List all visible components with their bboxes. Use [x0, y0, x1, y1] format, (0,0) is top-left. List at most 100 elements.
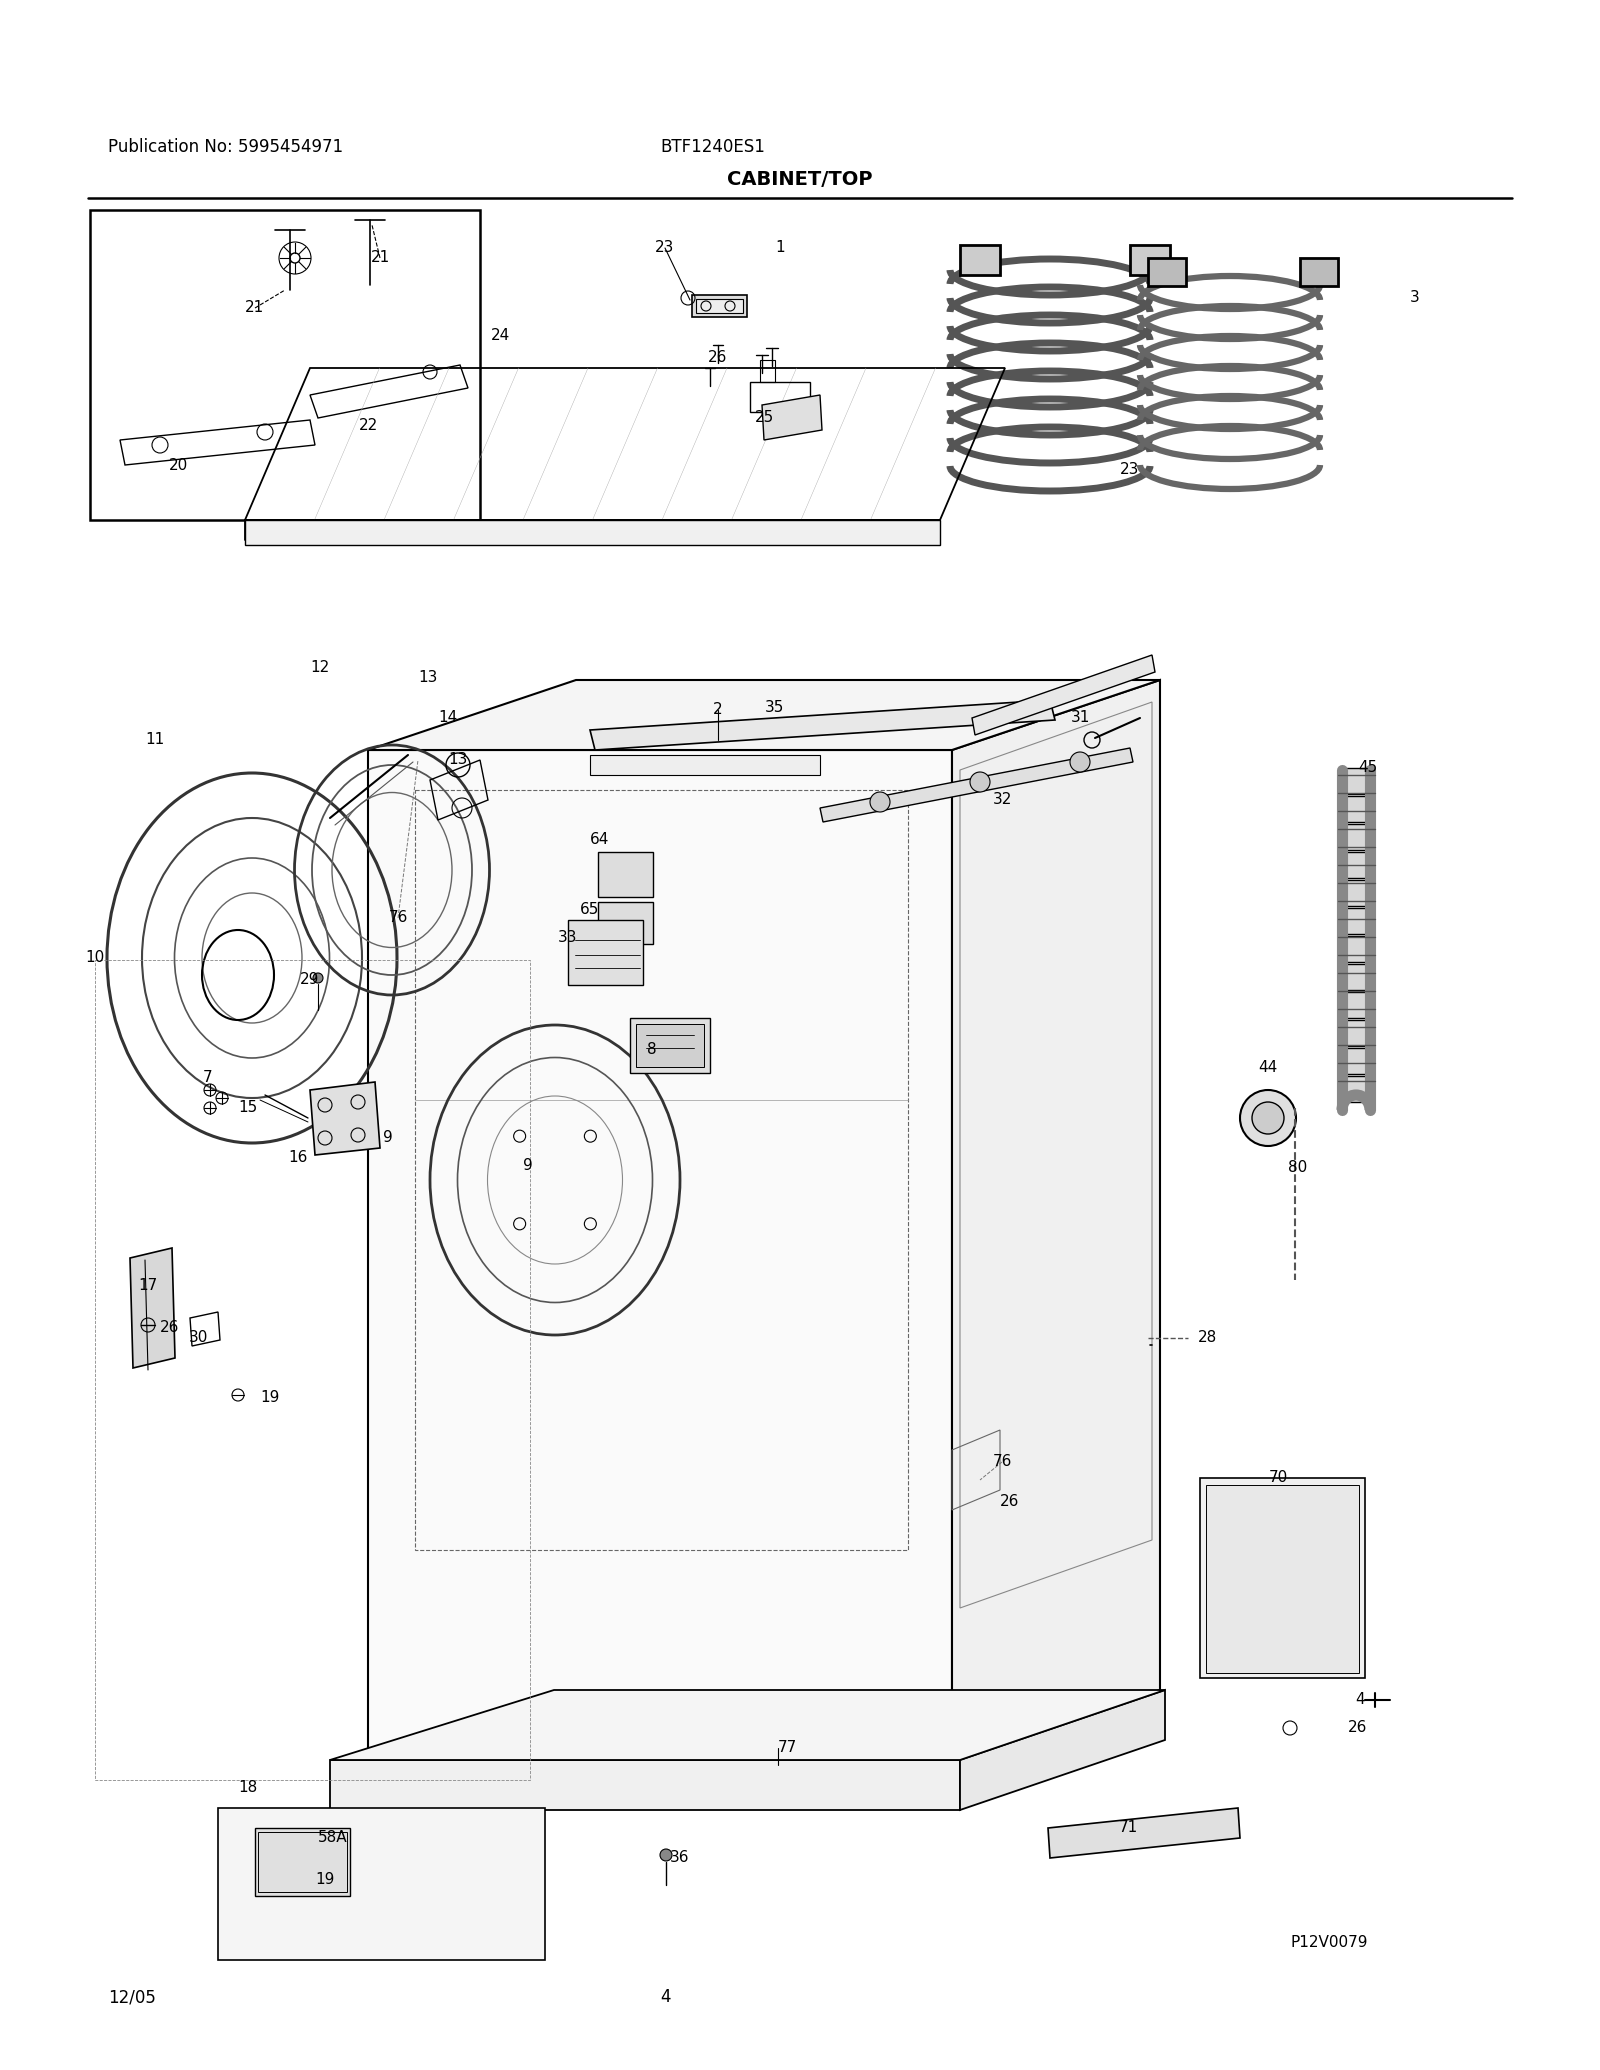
Polygon shape	[762, 395, 822, 441]
Bar	[1149, 259, 1186, 286]
Text: 71: 71	[1118, 1820, 1138, 1836]
Circle shape	[314, 973, 323, 983]
Bar	[1342, 965, 1370, 989]
Text: 7: 7	[203, 1070, 213, 1085]
Circle shape	[1251, 1101, 1283, 1134]
Bar	[90, 209, 480, 520]
Text: 64: 64	[590, 832, 610, 847]
Text: 30: 30	[189, 1331, 208, 1346]
Text: 65: 65	[581, 903, 600, 917]
Text: 24: 24	[490, 327, 510, 342]
Text: 10: 10	[85, 950, 104, 965]
Bar	[1299, 259, 1338, 286]
Circle shape	[970, 772, 990, 793]
Text: 35: 35	[765, 700, 784, 716]
Circle shape	[870, 793, 890, 811]
Text: 19: 19	[261, 1391, 280, 1406]
Text: 26: 26	[1000, 1495, 1019, 1509]
Text: 16: 16	[288, 1151, 307, 1165]
Text: 9: 9	[523, 1157, 533, 1172]
Bar	[637, 1025, 704, 1066]
Bar	[1342, 1076, 1370, 1101]
Text: 18: 18	[238, 1780, 258, 1795]
Text: 26: 26	[709, 350, 728, 366]
Polygon shape	[368, 681, 1160, 749]
Text: 11: 11	[146, 733, 165, 747]
Bar	[258, 1832, 347, 1892]
Text: 12: 12	[310, 660, 330, 675]
Text: 17: 17	[138, 1277, 158, 1292]
Text: 28: 28	[1198, 1331, 1218, 1346]
Text: 23: 23	[656, 240, 675, 255]
Polygon shape	[590, 700, 1054, 749]
Polygon shape	[368, 749, 952, 1760]
Polygon shape	[310, 1083, 381, 1155]
Text: 32: 32	[992, 793, 1011, 807]
Text: 33: 33	[558, 932, 578, 946]
Text: 12/05: 12/05	[109, 1987, 155, 2006]
Polygon shape	[218, 1807, 546, 1960]
Bar	[598, 903, 653, 944]
Text: 76: 76	[992, 1455, 1011, 1470]
Text: 4: 4	[1355, 1693, 1365, 1708]
Circle shape	[1070, 751, 1090, 772]
Bar	[1342, 992, 1370, 1018]
Polygon shape	[590, 756, 819, 774]
Polygon shape	[130, 1248, 174, 1368]
Bar	[1200, 1478, 1365, 1679]
Text: 58A: 58A	[318, 1830, 347, 1846]
Bar	[1130, 244, 1170, 275]
Text: 1: 1	[774, 240, 786, 255]
Text: 70: 70	[1269, 1470, 1288, 1486]
Bar	[1342, 797, 1370, 822]
Bar	[1342, 880, 1370, 907]
Bar	[696, 298, 742, 313]
Text: 77: 77	[778, 1741, 797, 1755]
Bar	[960, 244, 1000, 275]
Bar	[1342, 824, 1370, 851]
Text: 2: 2	[714, 702, 723, 718]
Text: 76: 76	[389, 911, 408, 925]
Text: 9: 9	[382, 1130, 394, 1145]
Circle shape	[661, 1849, 672, 1861]
Text: 21: 21	[245, 300, 264, 315]
Polygon shape	[952, 681, 1160, 1760]
Circle shape	[1240, 1091, 1296, 1147]
Bar	[1342, 909, 1370, 934]
Polygon shape	[245, 520, 941, 544]
Text: 31: 31	[1070, 710, 1090, 724]
Text: BTF1240ES1: BTF1240ES1	[661, 139, 765, 155]
Bar	[630, 1018, 710, 1072]
Text: 25: 25	[755, 410, 774, 426]
Text: 44: 44	[1258, 1060, 1278, 1076]
Polygon shape	[819, 747, 1133, 822]
Text: 14: 14	[438, 710, 458, 724]
Polygon shape	[960, 1689, 1165, 1809]
Bar	[760, 360, 774, 383]
Text: 22: 22	[358, 418, 378, 433]
Bar	[1342, 768, 1370, 795]
Polygon shape	[1048, 1807, 1240, 1859]
Bar	[1342, 853, 1370, 878]
Bar	[1342, 1021, 1370, 1045]
Bar	[1342, 936, 1370, 963]
Text: 8: 8	[646, 1043, 658, 1058]
Bar	[1206, 1484, 1358, 1673]
Text: 21: 21	[370, 250, 390, 265]
Bar	[750, 383, 810, 412]
Polygon shape	[973, 654, 1155, 735]
Text: 19: 19	[315, 1873, 334, 1888]
Text: 20: 20	[168, 457, 187, 472]
Text: 26: 26	[160, 1321, 179, 1335]
Polygon shape	[440, 1741, 541, 1760]
Bar	[691, 296, 747, 317]
Text: 45: 45	[1358, 760, 1378, 776]
Text: 4: 4	[661, 1987, 670, 2006]
Bar	[1342, 1047, 1370, 1074]
Bar	[598, 853, 653, 896]
Text: 13: 13	[448, 753, 467, 768]
Bar	[568, 919, 643, 985]
Text: 23: 23	[1120, 462, 1139, 478]
Text: 29: 29	[301, 973, 320, 987]
Polygon shape	[330, 1689, 1165, 1760]
